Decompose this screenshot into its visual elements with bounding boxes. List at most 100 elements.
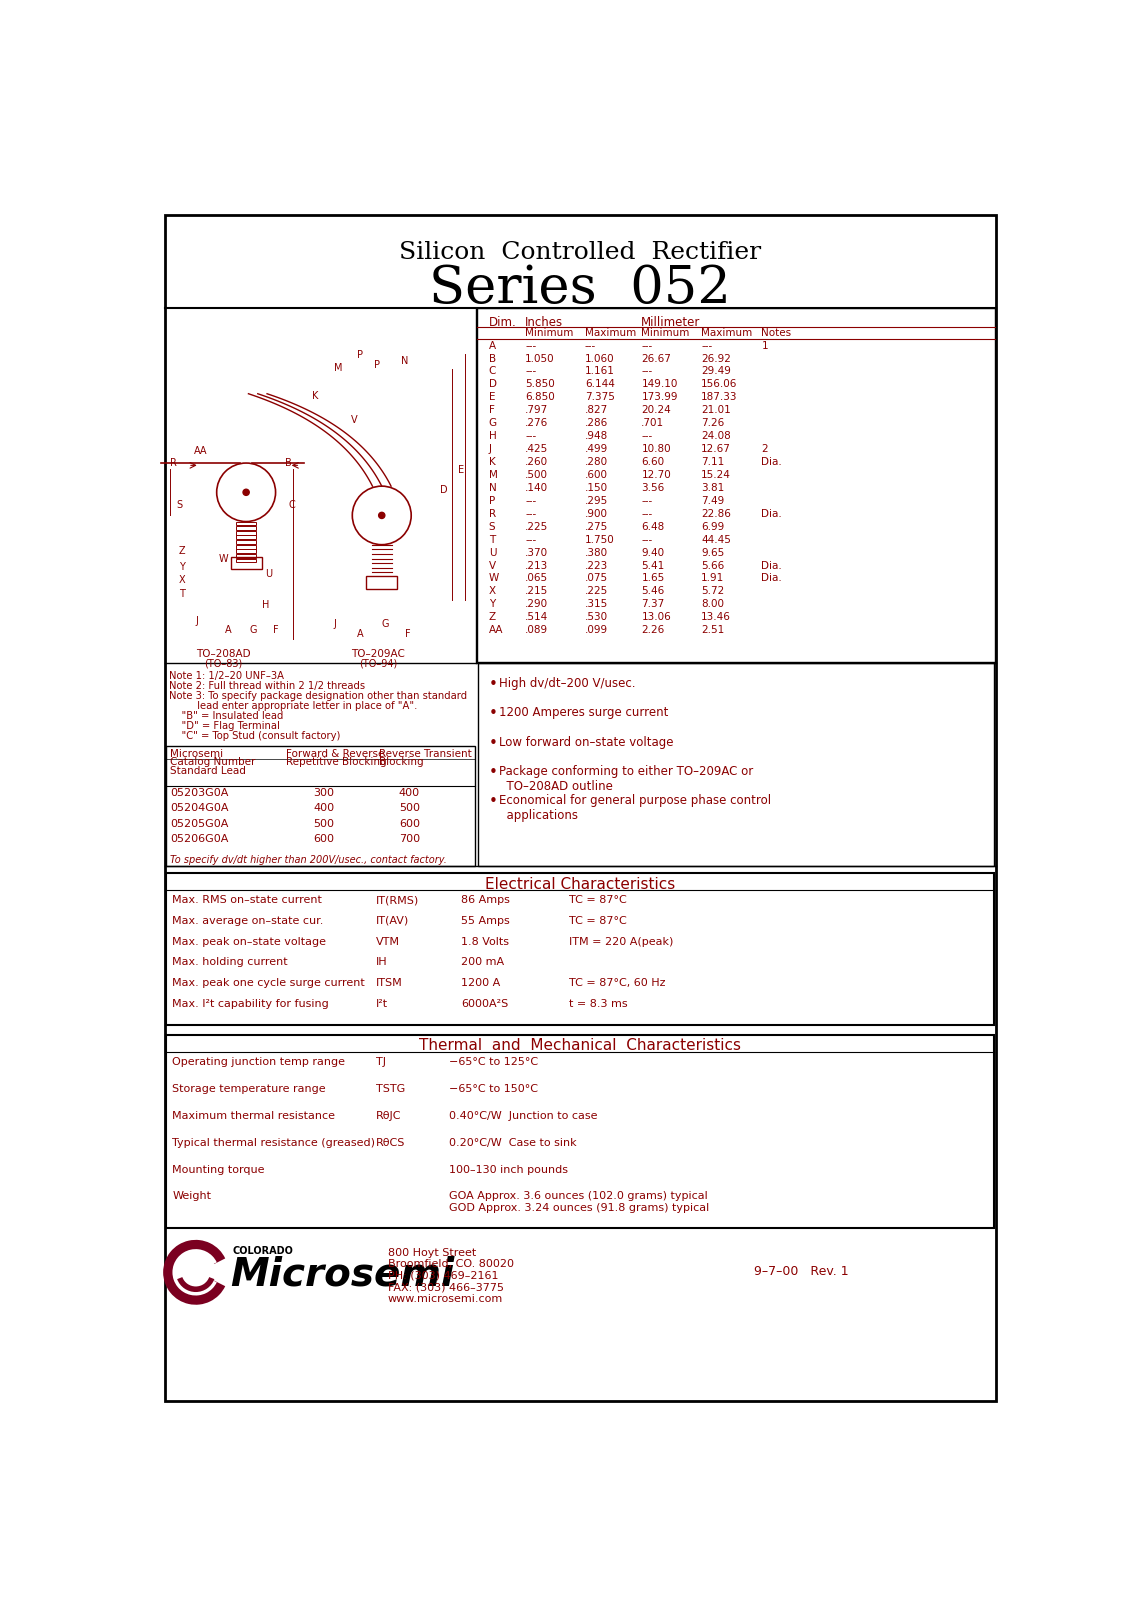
Text: ITM = 220 A(peak): ITM = 220 A(peak) (569, 936, 674, 947)
Text: Max. peak on–state voltage: Max. peak on–state voltage (172, 936, 326, 947)
Text: Inches: Inches (525, 315, 564, 330)
Text: •: • (489, 765, 498, 779)
Text: A: A (357, 629, 363, 640)
Text: Storage temperature range: Storage temperature range (172, 1083, 326, 1094)
Text: 1.8 Volts: 1.8 Volts (461, 936, 508, 947)
Text: Dia.: Dia. (762, 509, 782, 518)
Text: 600: 600 (398, 819, 420, 829)
Text: Dia.: Dia. (762, 458, 782, 467)
Text: .225: .225 (585, 586, 608, 597)
Text: 1.050: 1.050 (525, 354, 555, 363)
Text: IH: IH (376, 957, 387, 968)
Text: IT(AV): IT(AV) (376, 915, 409, 926)
Text: V: V (489, 560, 496, 571)
Text: AA: AA (195, 446, 207, 456)
Text: .370: .370 (525, 547, 548, 557)
Text: 5.850: 5.850 (525, 379, 555, 389)
Text: V: V (351, 416, 358, 426)
Text: 3.56: 3.56 (642, 483, 664, 493)
Text: Reverse Transient: Reverse Transient (379, 749, 472, 758)
Text: 26.92: 26.92 (701, 354, 731, 363)
Text: 6.850: 6.850 (525, 392, 555, 402)
Text: Z: Z (489, 613, 496, 622)
Text: Typical thermal resistance (greased): Typical thermal resistance (greased) (172, 1138, 376, 1147)
Text: Microsemi: Microsemi (170, 749, 223, 758)
Text: •: • (489, 794, 498, 810)
Text: Low forward on–state voltage: Low forward on–state voltage (499, 736, 674, 749)
Text: G: G (250, 624, 257, 635)
Text: ---: --- (642, 509, 653, 518)
Text: .215: .215 (525, 586, 548, 597)
Text: S: S (489, 522, 496, 531)
Text: 05204G0A: 05204G0A (170, 803, 229, 813)
Text: .948: .948 (585, 430, 608, 442)
Text: 7.37: 7.37 (642, 600, 664, 610)
Text: Maximum: Maximum (701, 328, 753, 338)
Text: H: H (261, 600, 269, 610)
Text: 100–130 inch pounds: 100–130 inch pounds (449, 1165, 568, 1174)
Text: B: B (489, 354, 496, 363)
Text: 8.00: 8.00 (701, 600, 724, 610)
Text: M: M (334, 363, 342, 373)
Text: N: N (401, 357, 409, 366)
Text: P: P (374, 360, 380, 370)
Text: Economical for general purpose phase control
  applications: Economical for general purpose phase con… (499, 794, 771, 822)
Text: Max. I²t capability for fusing: Max. I²t capability for fusing (172, 998, 329, 1010)
Text: 9.65: 9.65 (701, 547, 724, 557)
Circle shape (243, 490, 249, 496)
Text: A: A (489, 341, 496, 350)
Text: X: X (489, 586, 496, 597)
Text: D: D (440, 485, 447, 494)
Text: Y: Y (179, 562, 185, 571)
Text: ---: --- (525, 430, 537, 442)
Text: T: T (179, 589, 185, 598)
Text: Catalog Number: Catalog Number (170, 757, 256, 766)
Text: .286: .286 (585, 418, 608, 429)
Text: ---: --- (525, 509, 537, 518)
Text: .315: .315 (585, 600, 608, 610)
Text: 15.24: 15.24 (701, 470, 731, 480)
Text: "D" = Flag Terminal: "D" = Flag Terminal (169, 722, 280, 731)
Text: 1: 1 (762, 341, 769, 350)
Text: (TO–94): (TO–94) (359, 659, 397, 669)
Text: Max. holding current: Max. holding current (172, 957, 289, 968)
Text: 600: 600 (314, 834, 335, 845)
Text: 1.161: 1.161 (585, 366, 615, 376)
Bar (237, 549, 256, 554)
Text: 13.46: 13.46 (701, 613, 731, 622)
Text: U: U (266, 570, 273, 579)
Text: 500: 500 (398, 803, 420, 813)
Text: .225: .225 (525, 522, 548, 531)
Bar (166, 746, 474, 866)
Bar (237, 541, 256, 544)
Text: Weight: Weight (172, 1192, 212, 1202)
Text: 5.46: 5.46 (642, 586, 664, 597)
Bar (237, 536, 256, 539)
Bar (237, 531, 256, 534)
Text: T: T (489, 534, 495, 544)
Text: ---: --- (701, 341, 712, 350)
Text: 149.10: 149.10 (642, 379, 678, 389)
Text: TC = 87°C, 60 Hz: TC = 87°C, 60 Hz (569, 978, 666, 989)
Text: 20.24: 20.24 (642, 405, 671, 416)
Text: Maximum thermal resistance: Maximum thermal resistance (172, 1110, 335, 1120)
Text: 29.49: 29.49 (701, 366, 731, 376)
Text: .099: .099 (585, 626, 608, 635)
Text: Note 1: 1/2–20 UNF–3A: Note 1: 1/2–20 UNF–3A (169, 670, 284, 682)
Text: F: F (405, 629, 411, 640)
Text: Millimeter: Millimeter (642, 315, 701, 330)
Text: .140: .140 (525, 483, 548, 493)
Text: W: W (218, 554, 229, 563)
Text: .223: .223 (585, 560, 608, 571)
Text: ---: --- (642, 496, 653, 506)
Text: RθCS: RθCS (376, 1138, 405, 1147)
Text: GOA Approx. 3.6 ounces (102.0 grams) typical
GOD Approx. 3.24 ounces (91.8 grams: GOA Approx. 3.6 ounces (102.0 grams) typ… (449, 1192, 710, 1213)
Text: ---: --- (525, 341, 537, 350)
Text: Forward & Reverse: Forward & Reverse (286, 749, 385, 758)
Text: ---: --- (642, 534, 653, 544)
Text: H: H (489, 430, 497, 442)
Text: 400: 400 (398, 787, 420, 798)
Text: K: K (489, 458, 496, 467)
Text: 1200 Amperes surge current: 1200 Amperes surge current (499, 706, 668, 720)
Text: .900: .900 (585, 509, 608, 518)
